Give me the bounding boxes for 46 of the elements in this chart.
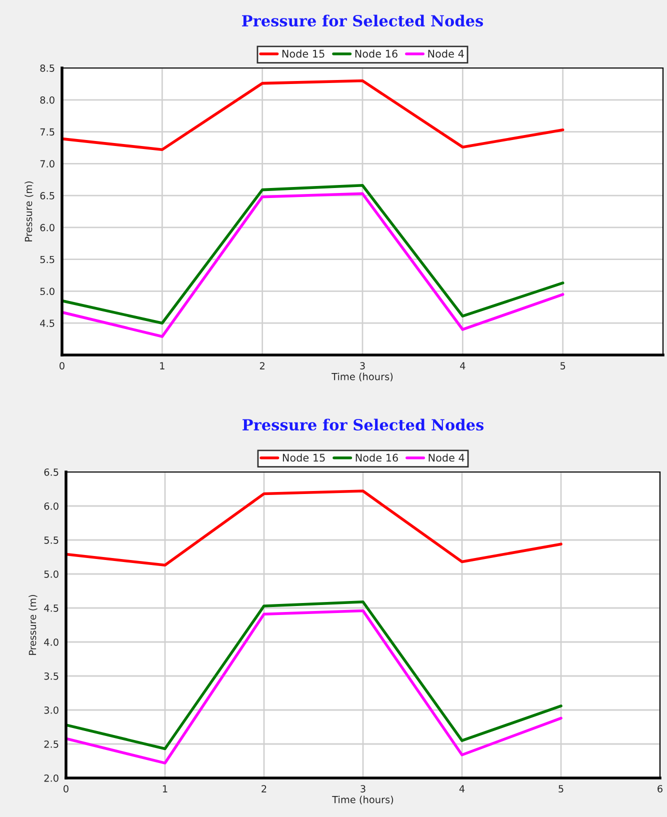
y-axis-title: Pressure (m) (24, 182, 34, 242)
legend-label: Node 4 (428, 454, 464, 462)
y-tick-label: 8.5 (40, 64, 54, 72)
y-tick-label: 2.5 (44, 740, 58, 748)
x-tick-label: 0 (60, 362, 64, 370)
x-tick-label: 2 (262, 785, 266, 792)
y-tick-label: 5.5 (40, 256, 54, 264)
y-tick-label: 6.5 (44, 468, 58, 476)
x-axis-title: Time (hours) (332, 796, 394, 804)
y-tick-label: 5.0 (40, 288, 54, 296)
legend-label: Node 16 (355, 50, 398, 58)
y-axis-title: Pressure (m) (28, 595, 38, 655)
y-tick-label: 4.5 (44, 604, 58, 612)
x-tick-label: 3 (360, 785, 366, 792)
legend-label: Node 15 (282, 50, 324, 58)
x-tick-label: 6 (658, 785, 662, 792)
legend-label: Node 16 (356, 454, 398, 462)
y-tick-label: 3.0 (44, 706, 58, 714)
y-tick-label: 8.0 (40, 96, 54, 104)
x-axis-title: Time (hours) (332, 372, 393, 382)
y-tick-label: 6.0 (44, 502, 58, 510)
x-tick-label: 0 (64, 785, 68, 792)
x-tick-label: 3 (360, 362, 365, 370)
x-tick-label: 1 (160, 362, 164, 370)
line-series (62, 79, 564, 152)
x-tick-label: 4 (459, 785, 465, 792)
y-tick-label: 3.5 (44, 672, 58, 680)
x-tick-label: 1 (162, 785, 168, 792)
chart-title: Pressure for Selected Nodes (242, 418, 484, 431)
y-tick-label: 7.5 (40, 128, 54, 136)
y-tick-label: 4.0 (44, 638, 58, 646)
y-tick-label: 4.5 (40, 320, 54, 327)
x-tick-label: 5 (558, 785, 564, 792)
legend-label: Node 15 (282, 454, 325, 462)
x-tick-label: 4 (460, 362, 466, 370)
y-tick-label: 5.5 (44, 536, 58, 544)
y-tick-label: 2.0 (44, 774, 58, 782)
line-series (66, 490, 562, 567)
y-tick-label: 5.0 (44, 570, 58, 578)
chart-title: Pressure for Selected Nodes (242, 14, 484, 27)
x-tick-label: 5 (560, 362, 566, 370)
x-tick-label: 2 (260, 362, 264, 370)
y-tick-label: 6.0 (40, 224, 54, 232)
legend-label: Node 4 (428, 50, 464, 58)
y-tick-label: 6.5 (40, 192, 54, 200)
y-tick-label: 7.0 (40, 160, 54, 168)
